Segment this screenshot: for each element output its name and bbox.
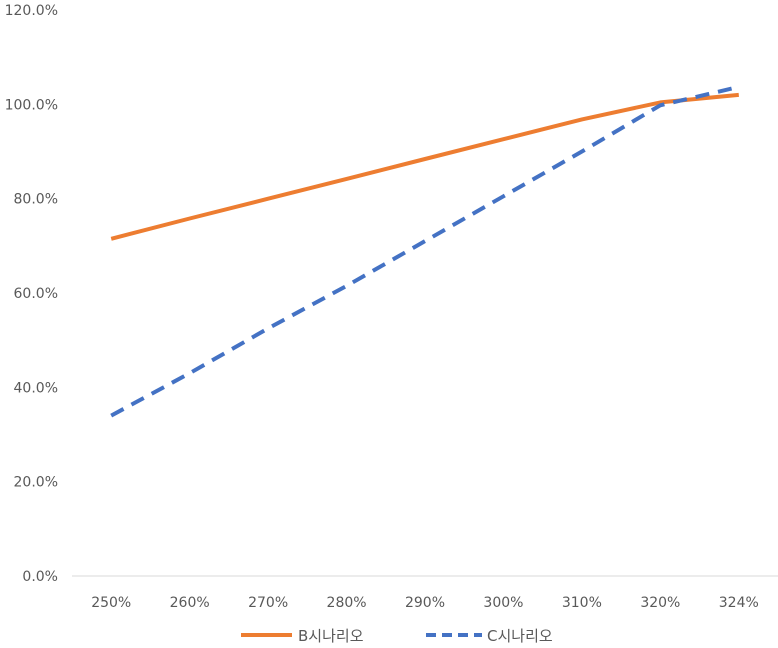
x-tick-label: 270% bbox=[248, 595, 288, 611]
series-layer bbox=[110, 84, 740, 418]
y-tick-label: 100.0% bbox=[5, 97, 58, 113]
x-tick-label: 280% bbox=[327, 595, 367, 611]
x-tick-label: 250% bbox=[91, 595, 131, 611]
y-tick-label: 40.0% bbox=[14, 380, 58, 396]
legend-item-b: B시나리오 bbox=[241, 627, 364, 645]
series-line-c bbox=[110, 84, 740, 418]
x-tick-label: 300% bbox=[483, 595, 523, 611]
y-tick-label: 20.0% bbox=[14, 475, 58, 491]
x-axis-tick-labels: 250% 260% 270% 280% 290% 300% 310% 320% 324% bbox=[91, 595, 759, 611]
legend-label-b: B시나리오 bbox=[298, 627, 364, 645]
legend: B시나리오 C시나리오 bbox=[241, 627, 553, 645]
x-tick-label: 310% bbox=[562, 595, 602, 611]
legend-label-c: C시나리오 bbox=[487, 627, 553, 645]
series-line-b bbox=[110, 92, 739, 241]
x-tick-label: 324% bbox=[719, 595, 759, 611]
y-tick-label: 120.0% bbox=[5, 3, 58, 19]
y-tick-label: 0.0% bbox=[22, 569, 58, 585]
y-tick-label: 60.0% bbox=[14, 286, 58, 302]
x-tick-label: 260% bbox=[170, 595, 210, 611]
legend-item-c: C시나리오 bbox=[426, 627, 553, 645]
x-tick-label: 290% bbox=[405, 595, 445, 611]
x-tick-label: 320% bbox=[640, 595, 680, 611]
y-tick-label: 80.0% bbox=[14, 192, 58, 208]
y-axis-tick-labels: 0.0% 20.0% 40.0% 60.0% 80.0% 100.0% 120.0% bbox=[5, 3, 58, 585]
